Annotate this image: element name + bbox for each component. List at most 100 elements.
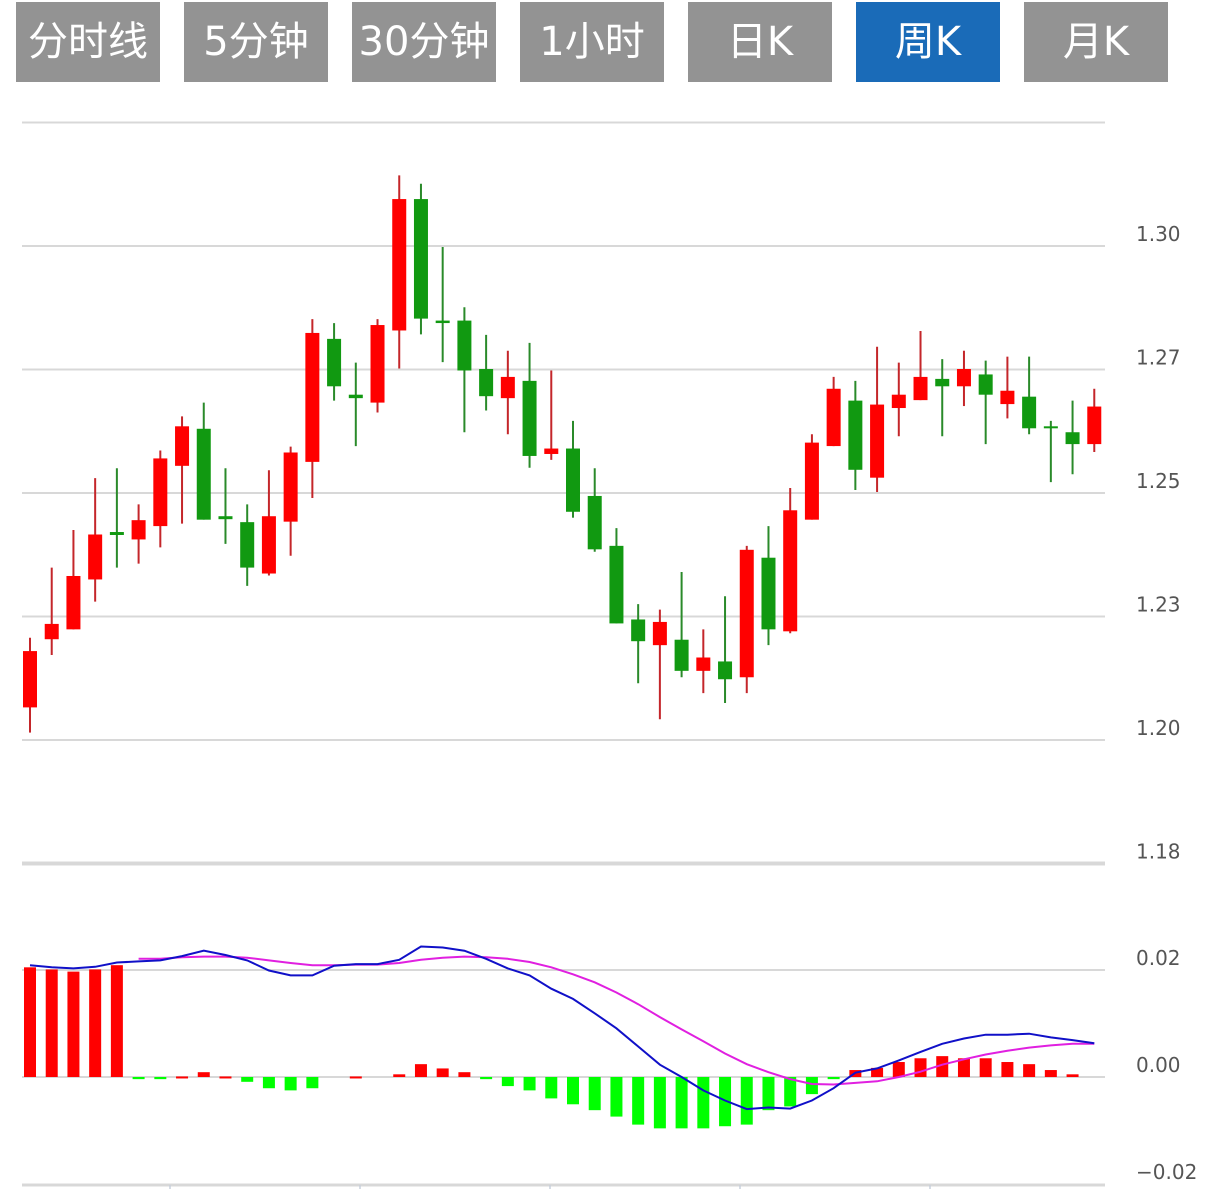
candle-body [457, 320, 472, 371]
candle [435, 246, 450, 363]
macd-bar [436, 1068, 449, 1077]
candle-body [218, 516, 233, 520]
macd-bar [914, 1058, 927, 1077]
tab-intraday[interactable]: 分时线 [16, 2, 160, 82]
candle-body [261, 516, 276, 574]
candle-body [956, 369, 971, 387]
macd-bar [784, 1077, 797, 1107]
macd-bar [719, 1077, 732, 1127]
macd-bar [45, 969, 58, 1077]
macd-tick-label: 0.02 [1136, 946, 1181, 970]
candle-body [153, 458, 168, 527]
price-tick-label: 1.27 [1136, 346, 1181, 370]
candle-body [935, 378, 950, 387]
candle-body [739, 549, 754, 678]
candle [587, 468, 602, 552]
macd-bar [675, 1077, 688, 1129]
macd-bar [957, 1058, 970, 1077]
candle [109, 468, 124, 568]
macd-bar [306, 1077, 319, 1089]
macd-bar [697, 1077, 710, 1129]
price-tick-label: 1.20 [1136, 716, 1181, 740]
macd-bar [632, 1077, 645, 1125]
macd-bar [132, 1077, 145, 1080]
tab-5min[interactable]: 5分钟 [184, 2, 328, 82]
candle [370, 319, 385, 413]
candle [261, 470, 276, 576]
candle-body [44, 623, 59, 640]
candle-body [23, 651, 37, 708]
tab-1hour[interactable]: 1小时 [520, 2, 664, 82]
candle-body [544, 448, 559, 454]
macd-bar [827, 1077, 840, 1080]
tab-monthly-k[interactable]: 月K [1024, 2, 1168, 82]
candle [566, 420, 580, 518]
candle-body [196, 428, 211, 520]
tab-30min[interactable]: 30分钟 [352, 2, 496, 82]
macd-tick-label: −0.02 [1136, 1160, 1197, 1184]
candle-body [566, 448, 580, 512]
candle-body [978, 374, 993, 395]
candle [392, 175, 407, 369]
candle [348, 362, 363, 447]
candle [1043, 420, 1058, 483]
candlesticks [23, 175, 1102, 733]
candle [131, 504, 146, 564]
candle [978, 360, 993, 445]
macd-bar [110, 965, 123, 1077]
price-tick-label: 1.23 [1136, 593, 1181, 617]
candle-body [479, 369, 494, 397]
candle [739, 545, 754, 694]
macd-bar [154, 1077, 167, 1080]
candle-body [66, 575, 81, 630]
macd-bar [805, 1077, 818, 1095]
macd-bar [1066, 1074, 1079, 1077]
candle [305, 319, 320, 498]
candle-body [761, 557, 776, 630]
candle [153, 450, 168, 548]
candle [1087, 388, 1102, 452]
macd-tick-label: 0.00 [1136, 1053, 1181, 1077]
candle [88, 478, 103, 602]
macd-bar [241, 1077, 254, 1082]
candle-body [109, 532, 124, 535]
macd-bar [610, 1077, 623, 1117]
candle-body [804, 442, 819, 520]
macd-bar [1044, 1070, 1057, 1077]
candle [848, 380, 863, 491]
candle [696, 629, 711, 694]
macd-bar [24, 967, 36, 1077]
candle-body [783, 510, 798, 632]
macd-bar [458, 1072, 471, 1077]
candle-body [1022, 396, 1037, 429]
candle-body [652, 621, 667, 646]
candle-body [327, 338, 342, 387]
macd-bar [653, 1077, 666, 1129]
candle-body [240, 522, 255, 568]
candle-body [175, 426, 190, 466]
candle [23, 637, 37, 733]
tab-daily-k[interactable]: 日K [688, 2, 832, 82]
candle [196, 402, 211, 520]
candle [935, 359, 950, 437]
candle-body [1087, 406, 1102, 445]
candle-body [131, 520, 146, 540]
candle [652, 609, 667, 720]
macd-bar [89, 969, 102, 1077]
candle [631, 604, 646, 684]
macd-bar [979, 1058, 992, 1077]
candle [283, 446, 298, 556]
candle [913, 330, 928, 401]
candle [44, 567, 59, 656]
candle-body [435, 320, 450, 324]
candle-body [305, 332, 320, 462]
macd-lines [29, 945, 1095, 1111]
macd-bar [501, 1077, 514, 1087]
macd-bar [740, 1077, 753, 1125]
dea-line [138, 955, 1095, 1086]
tab-weekly-k[interactable]: 周K [856, 2, 1000, 82]
candle-body [718, 661, 733, 680]
candle [544, 370, 559, 460]
macd-bar [262, 1077, 275, 1089]
price-tick-label: 1.18 [1136, 840, 1181, 864]
